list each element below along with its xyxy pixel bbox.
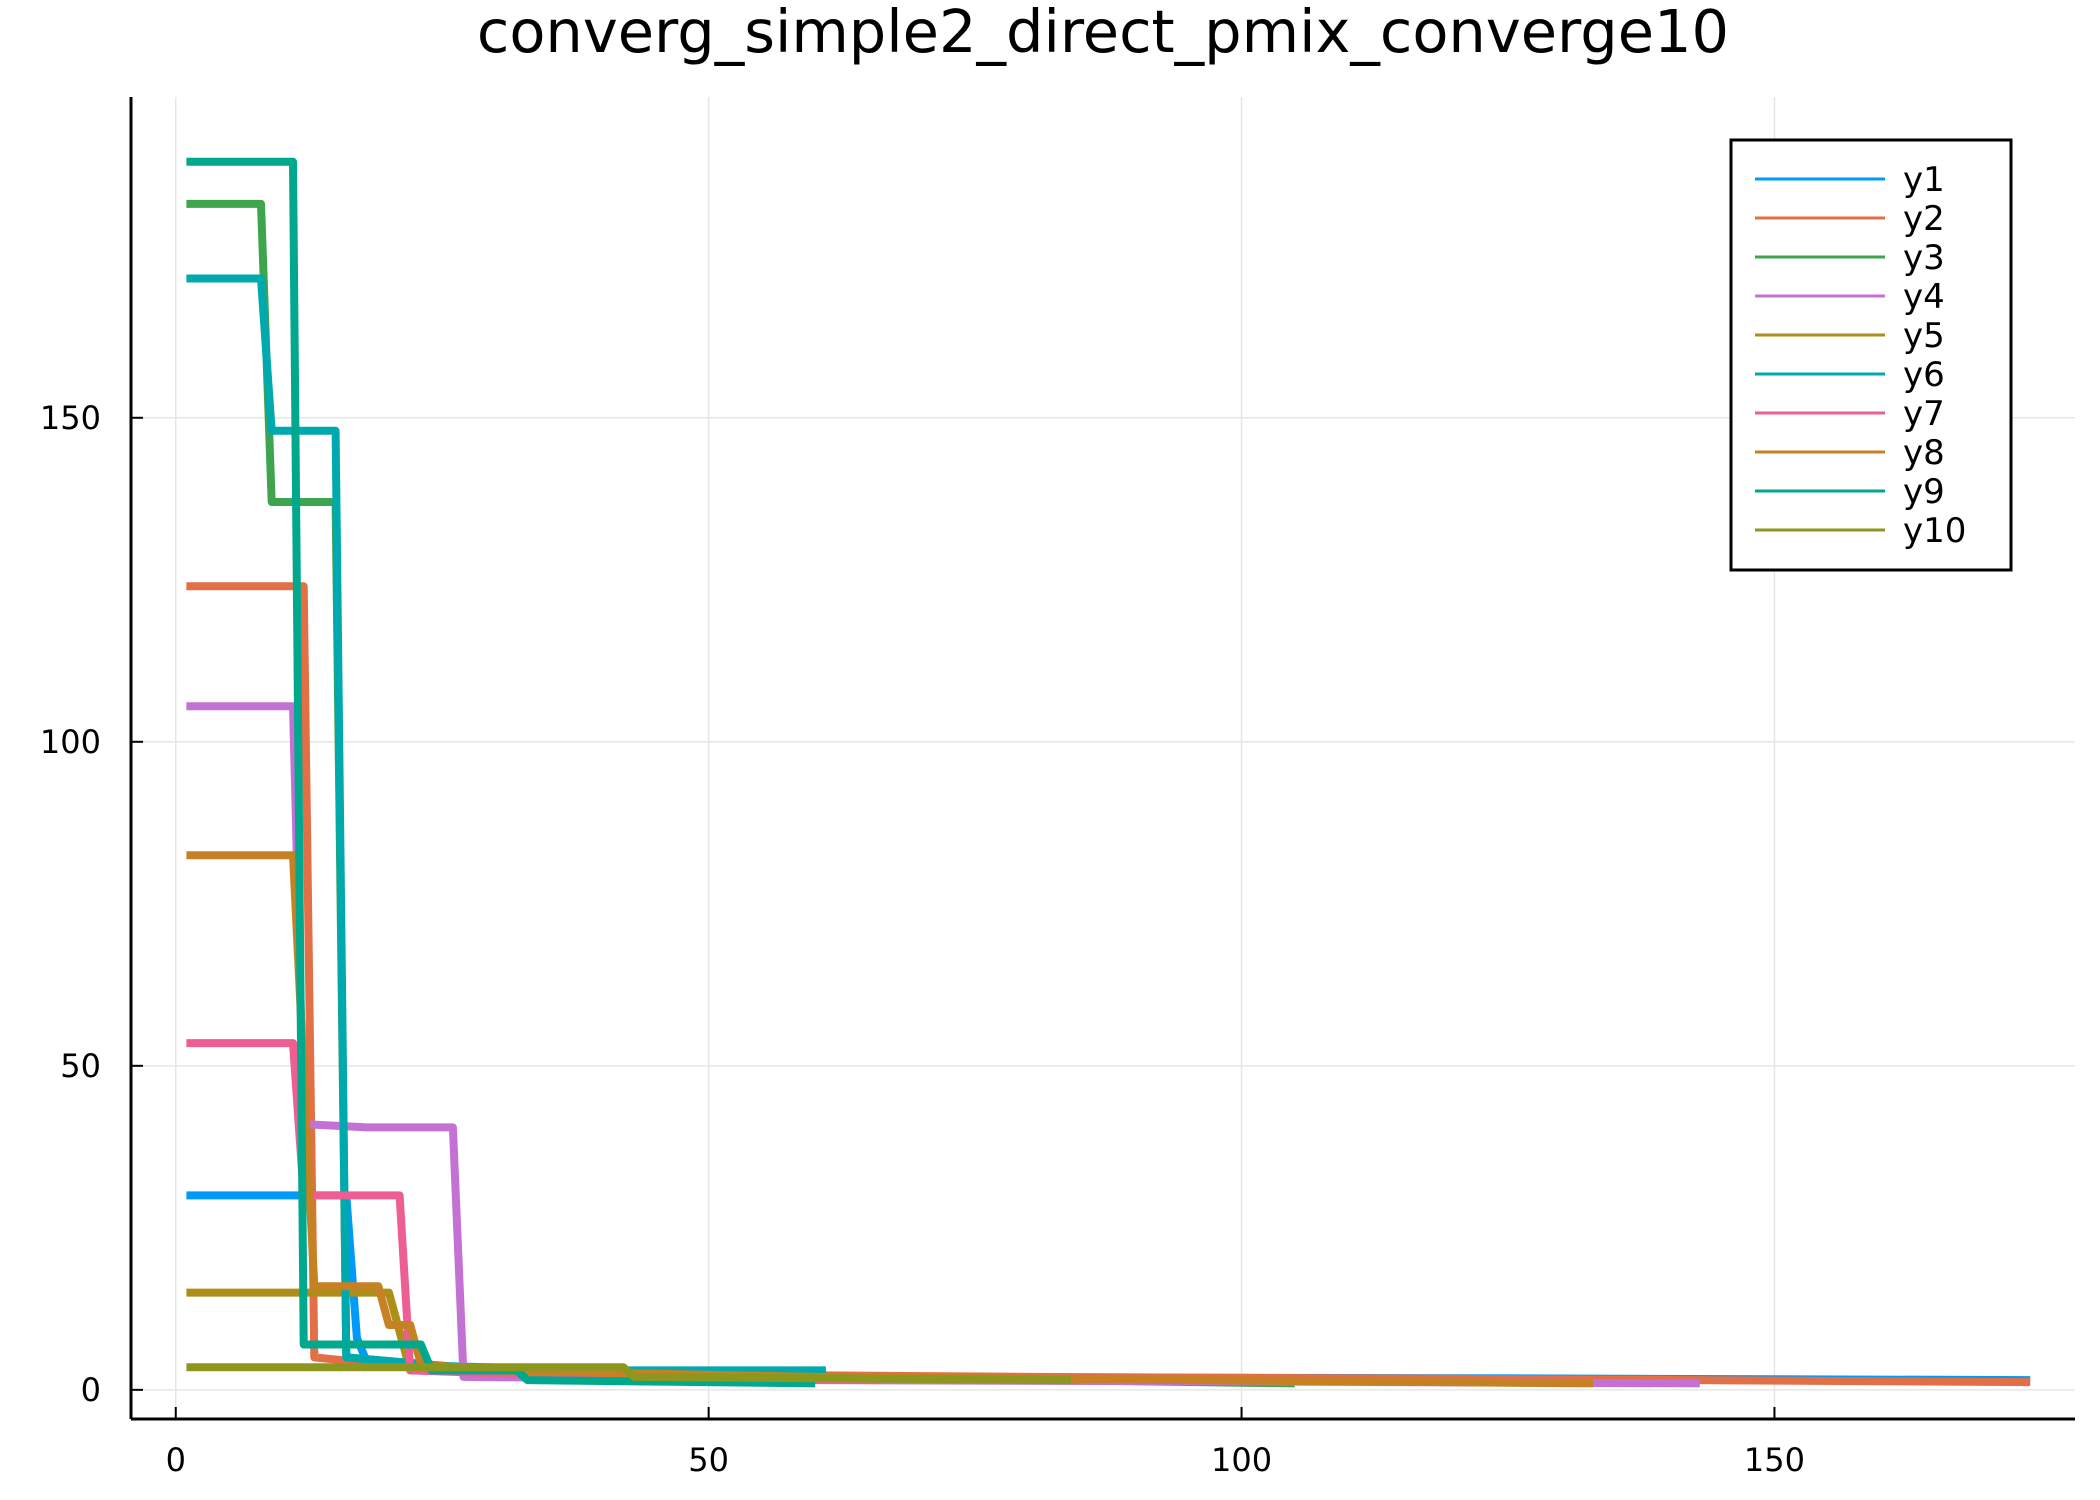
series-y9-line [186,157,816,1388]
legend-label-y7: y7 [1903,394,1945,434]
series-y7-line [186,1039,880,1385]
legend-label-y2: y2 [1903,199,1945,239]
legend-label-y3: y3 [1903,238,1945,278]
x-tick-label: 100 [1211,1441,1272,1479]
x-tick-label: 50 [688,1441,729,1479]
series-y8-line [186,851,1594,1388]
series-y6-line [186,274,826,1375]
series-y4-line [186,702,1700,1388]
legend-label-y10: y10 [1903,511,1966,551]
y-tick-label: 100 [40,723,101,761]
tick-labels: 0 50 100 150 0 50 100 150 [40,399,1805,1479]
x-tick-label: 150 [1744,1441,1805,1479]
legend-label-y8: y8 [1903,433,1945,473]
series-y2-line [186,582,2031,1387]
legend-label-y4: y4 [1903,277,1945,317]
series-lines [186,157,2031,1388]
legend-label-y1: y1 [1903,160,1945,200]
series-y10-line [186,1363,1072,1385]
y-tick-label: 50 [60,1047,101,1085]
chart-title: converg_simple2_direct_pmix_converge10 [477,0,1729,66]
legend-box [1729,138,2013,572]
axes [129,97,2075,1421]
x-tick-label: 0 [166,1441,186,1479]
series-y3-line [186,199,1295,1388]
legend-label-y5: y5 [1903,316,1945,356]
y-tick-label: 0 [81,1371,101,1409]
legend-label-y9: y9 [1903,472,1945,512]
y-tick-label: 150 [40,399,101,437]
legend-label-y6: y6 [1903,355,1945,395]
